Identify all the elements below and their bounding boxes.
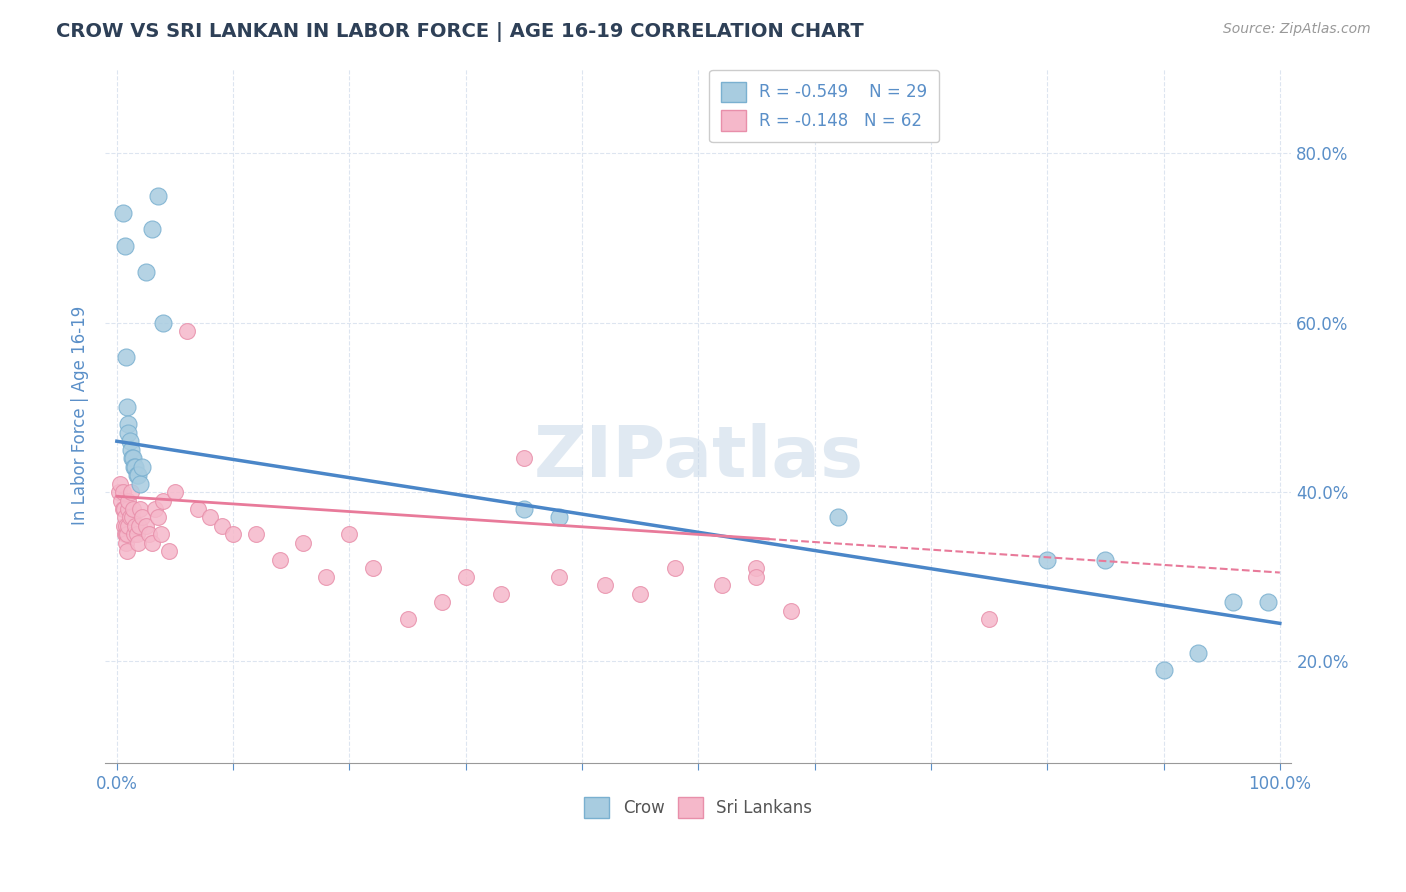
Point — [396, 612, 419, 626]
Point — [121, 510, 143, 524]
Point — [198, 510, 221, 524]
Point — [117, 401, 139, 415]
Point — [110, 493, 132, 508]
Point — [513, 451, 536, 466]
Point — [211, 519, 233, 533]
Point — [1257, 595, 1279, 609]
Point — [114, 239, 136, 253]
Point — [135, 519, 157, 533]
Point — [146, 510, 169, 524]
Point — [547, 510, 569, 524]
Point — [115, 350, 138, 364]
Y-axis label: In Labor Force | Age 16-19: In Labor Force | Age 16-19 — [72, 306, 89, 525]
Point — [432, 595, 454, 609]
Point — [269, 553, 291, 567]
Point — [1036, 553, 1059, 567]
Point — [128, 519, 150, 533]
Point — [291, 536, 314, 550]
Point — [135, 265, 157, 279]
Point — [745, 570, 768, 584]
Point — [131, 510, 153, 524]
Point — [157, 544, 180, 558]
Point — [127, 468, 149, 483]
Point — [117, 417, 139, 432]
Point — [745, 561, 768, 575]
Point — [115, 527, 138, 541]
Point — [117, 493, 139, 508]
Point — [339, 527, 361, 541]
Point — [141, 222, 163, 236]
Point — [118, 510, 141, 524]
Point — [150, 527, 173, 541]
Point — [120, 485, 142, 500]
Point — [129, 502, 152, 516]
Point — [114, 510, 136, 524]
Point — [117, 527, 139, 541]
Point — [111, 205, 134, 219]
Point — [125, 527, 148, 541]
Point — [129, 476, 152, 491]
Point — [124, 459, 146, 474]
Point — [595, 578, 617, 592]
Point — [118, 434, 141, 449]
Point — [628, 587, 651, 601]
Point — [245, 527, 267, 541]
Point — [122, 451, 145, 466]
Legend: Crow, Sri Lankans: Crow, Sri Lankans — [578, 790, 818, 824]
Point — [114, 527, 136, 541]
Text: ZIPatlas: ZIPatlas — [533, 423, 863, 492]
Point — [489, 587, 512, 601]
Point — [111, 502, 134, 516]
Point — [110, 476, 132, 491]
Point — [115, 536, 138, 550]
Point — [138, 527, 160, 541]
Point — [117, 502, 139, 516]
Point — [547, 570, 569, 584]
Point — [111, 485, 134, 500]
Point — [127, 536, 149, 550]
Point — [780, 604, 803, 618]
Point — [122, 502, 145, 516]
Point — [315, 570, 337, 584]
Point — [108, 485, 131, 500]
Point — [124, 459, 146, 474]
Point — [977, 612, 1000, 626]
Point — [152, 493, 174, 508]
Point — [120, 442, 142, 457]
Point — [125, 468, 148, 483]
Point — [827, 510, 849, 524]
Point — [121, 451, 143, 466]
Point — [112, 519, 135, 533]
Point — [163, 485, 186, 500]
Point — [124, 519, 146, 533]
Point — [117, 519, 139, 533]
Point — [143, 502, 166, 516]
Point — [1187, 646, 1209, 660]
Text: CROW VS SRI LANKAN IN LABOR FORCE | AGE 16-19 CORRELATION CHART: CROW VS SRI LANKAN IN LABOR FORCE | AGE … — [56, 22, 865, 42]
Point — [1094, 553, 1116, 567]
Point — [361, 561, 384, 575]
Text: Source: ZipAtlas.com: Source: ZipAtlas.com — [1223, 22, 1371, 37]
Point — [1153, 663, 1175, 677]
Point — [152, 316, 174, 330]
Point — [115, 519, 138, 533]
Point — [664, 561, 686, 575]
Point — [513, 502, 536, 516]
Point — [146, 188, 169, 202]
Point — [454, 570, 477, 584]
Point — [187, 502, 209, 516]
Point — [112, 502, 135, 516]
Point — [117, 425, 139, 440]
Point — [124, 527, 146, 541]
Point — [176, 324, 198, 338]
Point — [141, 536, 163, 550]
Point — [710, 578, 733, 592]
Point — [222, 527, 245, 541]
Point — [131, 459, 153, 474]
Point — [117, 544, 139, 558]
Point — [1222, 595, 1244, 609]
